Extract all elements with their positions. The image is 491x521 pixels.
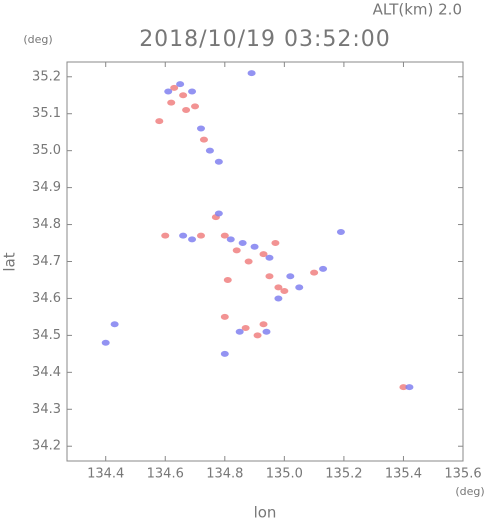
echo-point [336, 228, 345, 235]
echo-point [399, 384, 408, 391]
echo-point [274, 284, 283, 291]
echo-point [155, 118, 164, 125]
y-tick-label: 34.8 [32, 217, 61, 232]
y-tick-label: 34.6 [32, 291, 61, 306]
echo-point [179, 232, 188, 239]
echo-point [214, 210, 223, 217]
echo-point [250, 243, 259, 250]
echo-point [232, 247, 241, 254]
echo-point [265, 273, 274, 280]
echo-point [223, 276, 232, 283]
echo-point [220, 232, 229, 239]
y-tick-label: 35.0 [32, 143, 61, 158]
echo-point [271, 240, 280, 247]
echo-point [253, 332, 262, 339]
echo-point [259, 321, 268, 328]
echo-point [280, 288, 289, 295]
echo-point [235, 328, 244, 335]
x-unit: (deg) [455, 485, 484, 498]
echo-point [310, 269, 319, 276]
y-tick-label: 35.1 [32, 106, 61, 121]
echo-point [265, 254, 274, 261]
echo-point [319, 265, 328, 272]
y-tick-label: 34.4 [32, 365, 61, 380]
echo-point [196, 232, 205, 239]
echo-point [164, 88, 173, 95]
chart-title: 2018/10/19 03:52:00 [139, 27, 391, 52]
echo-point [295, 284, 304, 291]
echo-point [238, 240, 247, 247]
y-tick-label: 34.5 [32, 328, 61, 343]
y-tick-label: 34.2 [32, 439, 61, 454]
echo-point [191, 103, 200, 110]
x-tick-label: 135.6 [444, 467, 481, 482]
y-tick-label: 34.9 [32, 180, 61, 195]
echo-point [226, 236, 235, 243]
echo-point [405, 384, 414, 391]
echo-point [220, 350, 229, 357]
echo-point [220, 313, 229, 320]
y-axis-label: lat [1, 252, 19, 271]
echo-point [205, 147, 214, 154]
echo-point [244, 258, 253, 265]
echo-point [110, 321, 119, 328]
plot-frame [66, 61, 464, 462]
echo-point [170, 84, 179, 91]
echo-point [188, 88, 197, 95]
echo-point [176, 81, 185, 88]
echo-point [182, 107, 191, 114]
echo-point [188, 236, 197, 243]
altitude-label: ALT(km) 2.0 [373, 1, 462, 19]
echo-point [196, 125, 205, 132]
x-tick-label: 135.2 [325, 467, 362, 482]
y-tick-label: 34.3 [32, 402, 61, 417]
x-axis-label: lon [254, 504, 277, 521]
y-tick-label: 35.2 [32, 69, 61, 84]
echo-point [101, 339, 110, 346]
echo-point [262, 328, 271, 335]
echo-point [179, 92, 188, 99]
x-tick-label: 135.4 [385, 467, 422, 482]
x-tick-label: 134.8 [206, 467, 243, 482]
echo-point [167, 99, 176, 106]
x-tick-label: 134.4 [87, 467, 124, 482]
x-tick-label: 135.0 [266, 467, 303, 482]
echo-point [274, 295, 283, 302]
echo-point [259, 251, 268, 258]
echo-point [241, 325, 250, 331]
echo-point [199, 136, 208, 143]
x-tick-label: 134.6 [147, 467, 184, 482]
echo-point [161, 232, 170, 239]
echo-point [214, 158, 223, 165]
y-tick-label: 34.7 [32, 254, 61, 269]
echo-point [247, 70, 256, 77]
y-unit: (deg) [23, 33, 52, 46]
echo-point [286, 273, 295, 280]
